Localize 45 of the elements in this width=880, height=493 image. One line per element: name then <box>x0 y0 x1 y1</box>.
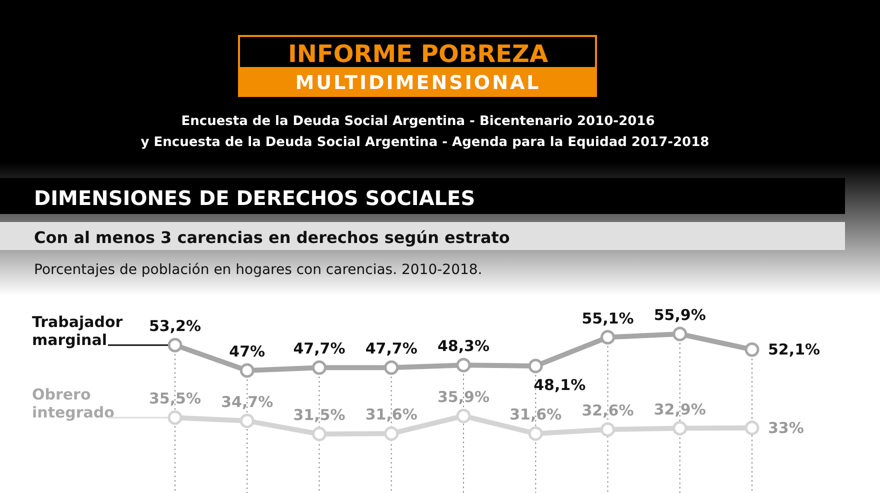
data-label: 47,7% <box>293 340 346 358</box>
point <box>528 426 543 441</box>
text: Trabajador marginal <box>32 313 124 350</box>
chart-subtitle: Porcentajes de población en hogares con carencias. 2010-2018. <box>34 262 482 278</box>
text: DIMENSIONES DE DERECHOS SOCIALES <box>34 186 476 210</box>
point <box>600 330 615 345</box>
data-label: 34,7% <box>221 392 274 411</box>
text: y Encuesta de la Deuda Social Argentina - Agenda para la Equidad 2017-2018 <box>140 135 710 150</box>
text: INFORME POBREZA <box>288 40 548 68</box>
point <box>456 358 471 372</box>
data-label: 31,6% <box>510 406 562 424</box>
point <box>672 421 688 436</box>
data-label: 48,1% <box>534 376 586 394</box>
point <box>528 358 543 374</box>
point <box>672 326 688 342</box>
data-label: 55,1% <box>582 309 634 328</box>
text: Encuesta de la Deuda Social Argentina - Bicentenario 2010-2016 <box>181 114 655 129</box>
data-label: 53,2% <box>148 317 202 336</box>
data-label: 31,5% <box>293 406 346 424</box>
point <box>744 420 760 436</box>
point <box>168 338 182 352</box>
data-label: 35,9% <box>437 388 490 406</box>
data-label: 31,6% <box>365 406 418 424</box>
point <box>240 414 254 428</box>
point <box>168 410 182 425</box>
data-label: 35,5% <box>148 390 202 408</box>
data-label: 32,9% <box>654 400 706 418</box>
point <box>456 408 471 424</box>
point <box>600 422 615 437</box>
data-label: 52,1% <box>768 340 820 359</box>
data-label: 55,9% <box>654 306 706 324</box>
point <box>384 426 399 441</box>
data-label: 47% <box>229 342 266 360</box>
chart-title: Con al menos 3 carencias en derechos según estrato <box>34 228 510 247</box>
text: Obrero integrado <box>32 386 114 422</box>
text: MULTIDIMENSIONAL <box>295 72 541 94</box>
data-label: 48,3% <box>437 337 490 356</box>
point <box>312 360 326 375</box>
point <box>312 426 326 442</box>
data-label: 47,7% <box>365 340 418 358</box>
point <box>240 363 254 378</box>
data-label: 33% <box>768 418 804 437</box>
point <box>384 360 399 375</box>
data-label: 32,6% <box>582 401 634 420</box>
point <box>744 342 760 357</box>
